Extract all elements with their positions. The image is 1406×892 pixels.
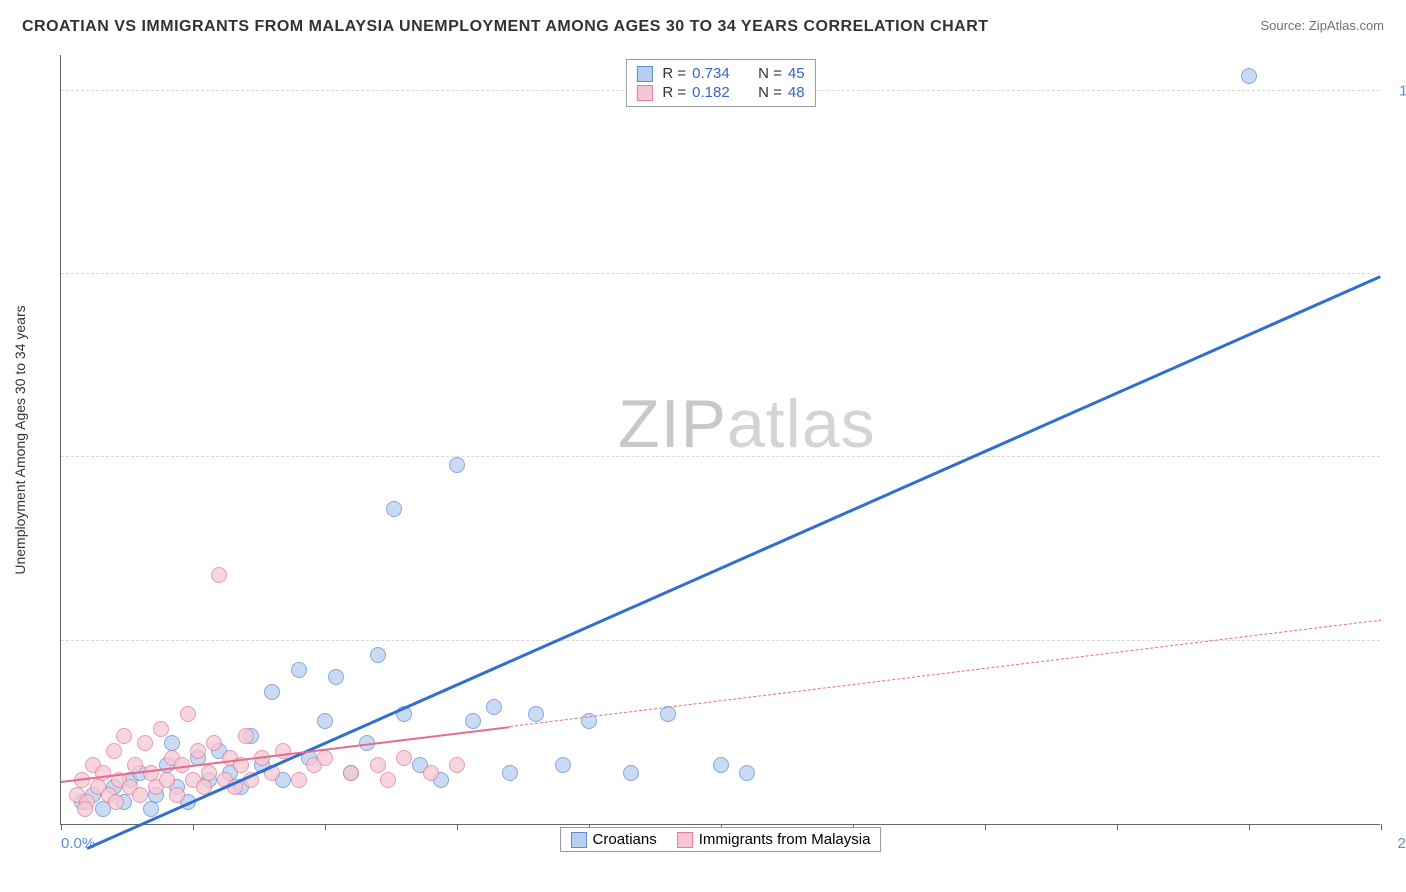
legend-item: Croatians bbox=[571, 831, 657, 848]
scatter-point bbox=[449, 757, 465, 773]
scatter-point bbox=[169, 787, 185, 803]
scatter-point bbox=[180, 706, 196, 722]
scatter-point bbox=[370, 757, 386, 773]
scatter-point bbox=[380, 772, 396, 788]
plot-area: Unemployment Among Ages 30 to 34 years Z… bbox=[60, 55, 1380, 825]
chart-title: CROATIAN VS IMMIGRANTS FROM MALAYSIA UNE… bbox=[22, 18, 989, 36]
scatter-point bbox=[739, 765, 755, 781]
x-tick bbox=[325, 824, 326, 830]
series-swatch bbox=[636, 85, 652, 101]
x-tick bbox=[1381, 824, 1382, 830]
trend-line bbox=[87, 275, 1382, 849]
stat-row: R = 0.182 N = 48 bbox=[634, 83, 806, 102]
x-tick bbox=[457, 824, 458, 830]
x-tick bbox=[193, 824, 194, 830]
scatter-point bbox=[291, 772, 307, 788]
legend-label: Croatians bbox=[593, 831, 657, 848]
scatter-point bbox=[106, 743, 122, 759]
series-legend: Croatians Immigrants from Malaysia bbox=[560, 827, 882, 852]
scatter-point bbox=[159, 772, 175, 788]
scatter-point bbox=[211, 567, 227, 583]
stat-n-label: N = bbox=[758, 65, 782, 82]
stat-r-value: 0.734 bbox=[692, 65, 742, 82]
scatter-point bbox=[465, 713, 481, 729]
x-tick-label: 0.0% bbox=[61, 835, 95, 852]
scatter-point bbox=[264, 684, 280, 700]
scatter-point bbox=[396, 750, 412, 766]
scatter-point bbox=[291, 662, 307, 678]
scatter-point bbox=[386, 501, 402, 517]
gridline bbox=[61, 640, 1380, 641]
scatter-point bbox=[486, 699, 502, 715]
series-swatch bbox=[571, 832, 587, 848]
scatter-point bbox=[206, 735, 222, 751]
correlation-stat-box: R = 0.734 N = 45 R = 0.182 N = 48 bbox=[625, 59, 815, 107]
gridline bbox=[61, 456, 1380, 457]
series-swatch bbox=[636, 66, 652, 82]
scatter-point bbox=[623, 765, 639, 781]
x-tick bbox=[985, 824, 986, 830]
scatter-point bbox=[77, 801, 93, 817]
scatter-point bbox=[190, 743, 206, 759]
scatter-point bbox=[423, 765, 439, 781]
x-tick bbox=[61, 824, 62, 830]
x-tick-label: 25.0% bbox=[1397, 835, 1406, 852]
gridline bbox=[61, 273, 1380, 274]
scatter-point bbox=[328, 669, 344, 685]
scatter-point bbox=[238, 728, 254, 744]
scatter-point bbox=[713, 757, 729, 773]
stat-n-value: 45 bbox=[788, 65, 805, 82]
watermark: ZIPatlas bbox=[618, 385, 875, 463]
scatter-point bbox=[528, 706, 544, 722]
scatter-point bbox=[116, 728, 132, 744]
scatter-point bbox=[137, 735, 153, 751]
scatter-plot: ZIPatlas 25.0%50.0%75.0%100.0%0.0%25.0%R… bbox=[60, 55, 1380, 825]
trend-line-extrapolated bbox=[510, 620, 1381, 727]
legend-label: Immigrants from Malaysia bbox=[699, 831, 871, 848]
y-tick-label: 100.0% bbox=[1399, 82, 1406, 99]
scatter-point bbox=[164, 735, 180, 751]
scatter-point bbox=[449, 457, 465, 473]
stat-r-label: R = bbox=[662, 65, 686, 82]
stat-r-value: 0.182 bbox=[692, 84, 742, 101]
scatter-point bbox=[132, 787, 148, 803]
scatter-point bbox=[317, 713, 333, 729]
source-attribution: Source: ZipAtlas.com bbox=[1260, 18, 1384, 33]
scatter-point bbox=[153, 721, 169, 737]
stat-n-value: 48 bbox=[788, 84, 805, 101]
scatter-point bbox=[555, 757, 571, 773]
y-axis-label: Unemployment Among Ages 30 to 34 years bbox=[12, 305, 28, 574]
series-swatch bbox=[677, 832, 693, 848]
legend-item: Immigrants from Malaysia bbox=[677, 831, 871, 848]
scatter-point bbox=[660, 706, 676, 722]
x-tick bbox=[1249, 824, 1250, 830]
scatter-point bbox=[201, 765, 217, 781]
scatter-point bbox=[317, 750, 333, 766]
scatter-point bbox=[108, 794, 124, 810]
stat-row: R = 0.734 N = 45 bbox=[634, 64, 806, 83]
x-tick bbox=[1117, 824, 1118, 830]
stat-n-label: N = bbox=[758, 84, 782, 101]
scatter-point bbox=[1241, 68, 1257, 84]
scatter-point bbox=[502, 765, 518, 781]
scatter-point bbox=[370, 647, 386, 663]
stat-r-label: R = bbox=[662, 84, 686, 101]
scatter-point bbox=[343, 765, 359, 781]
